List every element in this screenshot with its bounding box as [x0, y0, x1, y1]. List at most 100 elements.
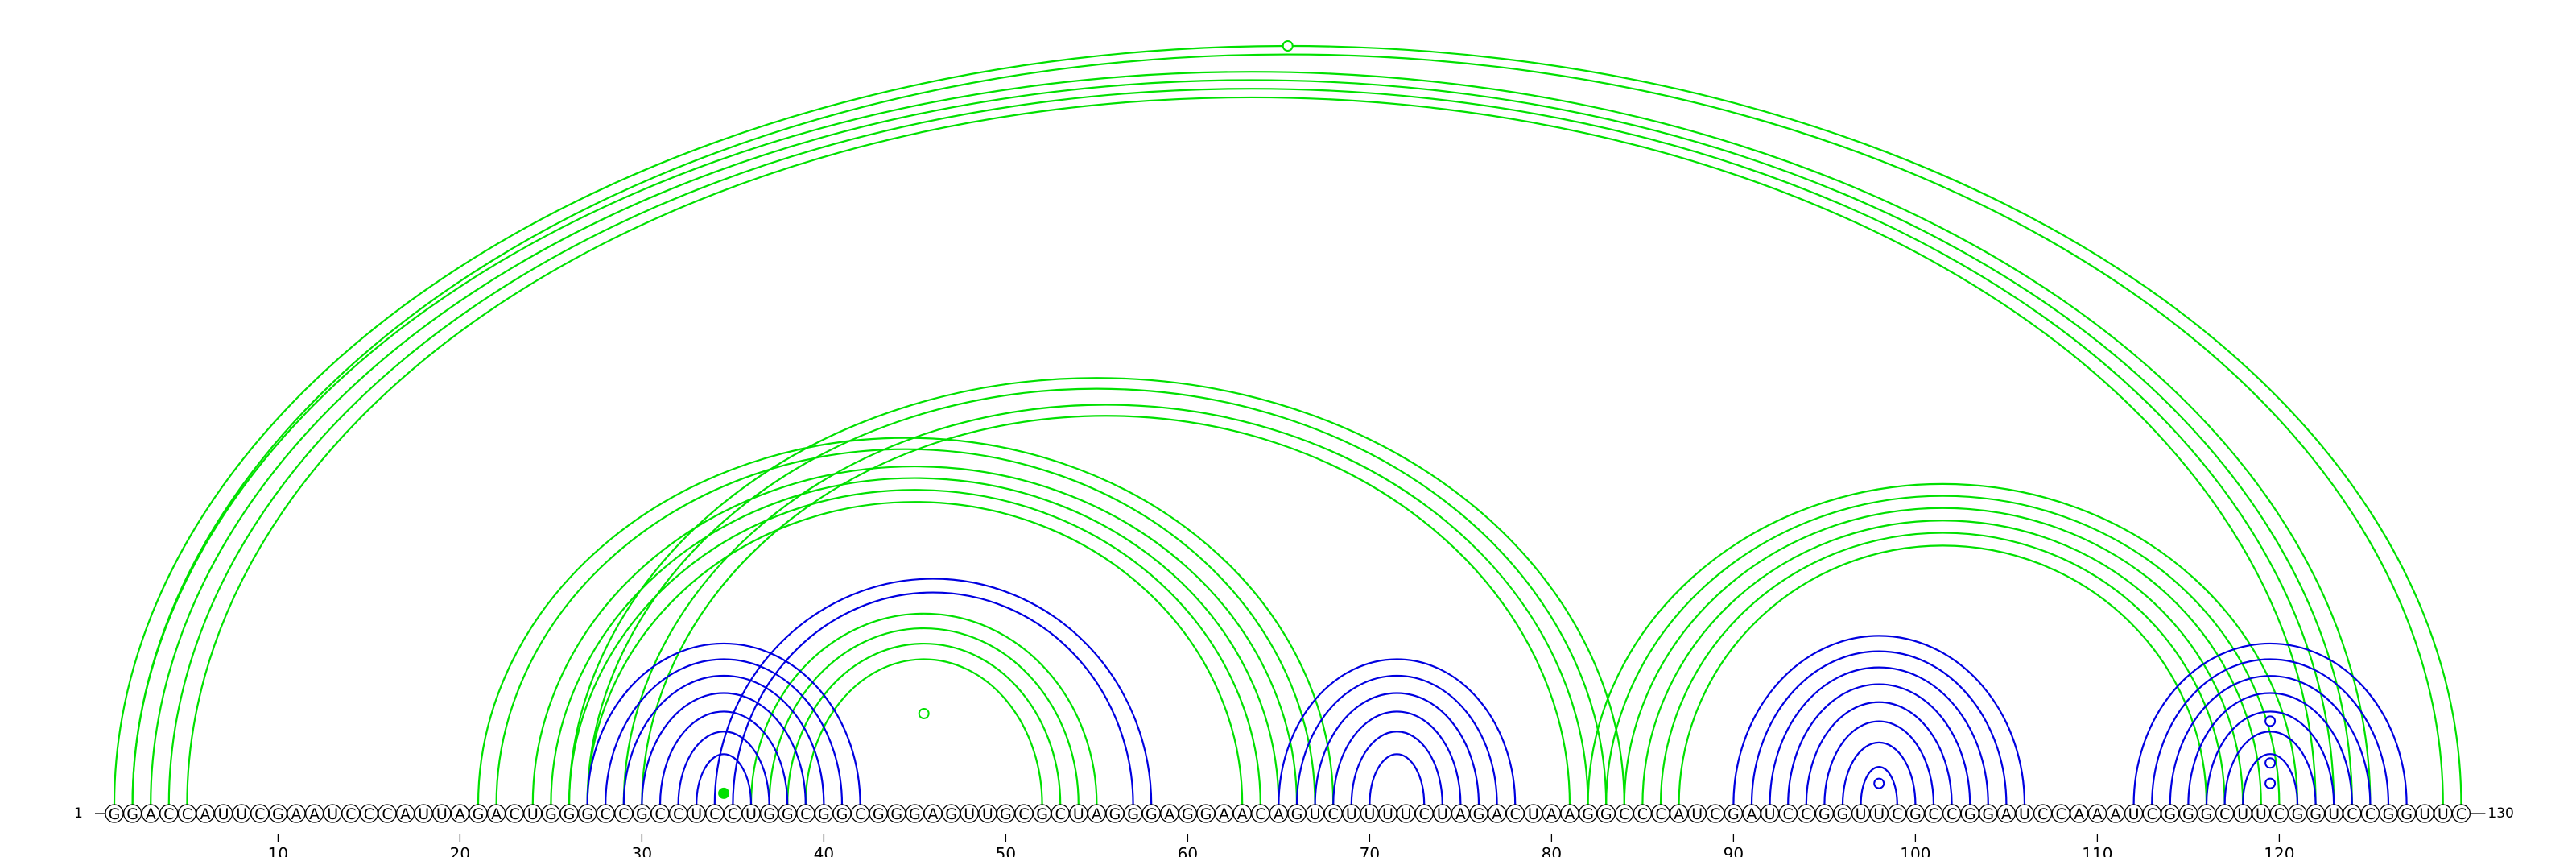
- nucleotide: C: [2451, 804, 2471, 823]
- end-position-label: 130: [2487, 805, 2513, 822]
- nucleotide-letter: U: [527, 805, 539, 823]
- nucleotide-letter: A: [200, 805, 211, 823]
- nucleotide-letter: G: [636, 805, 648, 823]
- nucleotide-letter: U: [2419, 805, 2430, 823]
- nucleotide: C: [341, 804, 361, 823]
- green-arc-29-82: [622, 404, 1589, 805]
- nucleotide-letter: G: [2292, 805, 2304, 823]
- nucleotide: A: [1087, 804, 1107, 823]
- sequence-backbone: 1 130: [74, 805, 2514, 822]
- nucleotide-letter: G: [2164, 805, 2176, 823]
- nucleotide: C: [705, 804, 724, 823]
- nucleotide-letter: G: [818, 805, 830, 823]
- nucleotide: G: [2288, 804, 2307, 823]
- nucleotide: C: [796, 804, 815, 823]
- nucleotide: C: [1323, 804, 1343, 823]
- nucleotide: G: [1469, 804, 1488, 823]
- blue-arc-116-123: [2205, 710, 2335, 805]
- nucleotide-letter: G: [2383, 805, 2395, 823]
- tick-label: 60: [1178, 844, 1198, 857]
- nucleotide-letter: C: [1419, 805, 1430, 823]
- nucleotide-letter: U: [327, 805, 338, 823]
- nucleotide-letter: C: [673, 805, 683, 823]
- nucleotide-letter: A: [2074, 805, 2084, 823]
- green-arc-27-83: [586, 387, 1608, 805]
- nucleotide: A: [2087, 804, 2107, 823]
- nucleotide: C: [1797, 804, 1816, 823]
- nucleotide: G: [2379, 804, 2398, 823]
- blue-arc-96-100: [1841, 741, 1917, 805]
- blue-arc-marker: [2264, 715, 2277, 727]
- blue-arc-29-40: [622, 674, 825, 805]
- nucleotide-letter: G: [873, 805, 885, 823]
- blue-arc-33-36: [696, 753, 753, 805]
- nucleotide: A: [141, 804, 160, 823]
- nucleotide: C: [1505, 804, 1525, 823]
- nucleotide-letter: U: [2438, 805, 2449, 823]
- nucleotide-letter: A: [309, 805, 320, 823]
- nucleotide: C: [668, 804, 688, 823]
- nucleotide: C: [2142, 804, 2161, 823]
- green-arc-27-63: [586, 501, 1244, 805]
- green-arc-85-118: [1641, 519, 2244, 805]
- green-arc-2-129: [131, 53, 2444, 805]
- nucleotide-letter: A: [1219, 805, 1229, 823]
- nucleotide-letter: A: [1237, 805, 1248, 823]
- nucleotide-letter: C: [345, 805, 356, 823]
- blue-arc-34-58: [713, 578, 1153, 805]
- nucleotide: U: [1360, 804, 1380, 823]
- nucleotide-letter: A: [1674, 805, 1684, 823]
- tick-label: 80: [1542, 844, 1562, 857]
- green-arc-3-124: [150, 79, 2353, 805]
- nucleotide: A: [923, 804, 943, 823]
- nucleotide-letter: U: [1691, 805, 1703, 823]
- nucleotide: C: [2033, 804, 2053, 823]
- blue-arc-97-99: [1860, 766, 1898, 805]
- nucleotide: G: [469, 804, 488, 823]
- nucleotide-letter: U: [2237, 805, 2248, 823]
- nucleotide-letter: G: [1818, 805, 1831, 823]
- nucleotide-letter: A: [455, 805, 465, 823]
- nucleotide: G: [1123, 804, 1143, 823]
- nucleotide-letter: G: [909, 805, 921, 823]
- nucleotide: U: [1069, 804, 1088, 823]
- nucleotide: G: [1287, 804, 1307, 823]
- nucleotide: G: [2306, 804, 2326, 823]
- nucleotide-letter: G: [2310, 805, 2322, 823]
- nucleotide-letter: U: [218, 805, 229, 823]
- nucleotide: U: [432, 804, 452, 823]
- nucleotide: G: [1905, 804, 1926, 823]
- nucleotide-letter: C: [709, 805, 720, 823]
- nucleotide: U: [2415, 804, 2434, 823]
- nucleotide-letter: G: [1600, 805, 1612, 823]
- nucleotide-letter: C: [182, 805, 192, 823]
- nucleotide: C: [1651, 804, 1670, 823]
- nucleotide-letter: G: [1146, 805, 1158, 823]
- tick-label: 110: [2082, 844, 2112, 857]
- blue-arc-66-77: [1295, 674, 1498, 805]
- blue-arc-31-38: [658, 710, 789, 805]
- green-arc-37-54: [768, 627, 1080, 805]
- tick-label: 30: [632, 844, 652, 857]
- nucleotide: G: [105, 804, 124, 823]
- green-arc-marker: [918, 707, 930, 719]
- blue-arc-28-41: [605, 658, 844, 805]
- nucleotide-letter: A: [1274, 805, 1284, 823]
- nucleotide: C: [177, 804, 197, 823]
- nucleotide: C: [1414, 804, 1434, 823]
- nucleotide: A: [196, 804, 215, 823]
- nucleotide-letter: U: [982, 805, 993, 823]
- nucleotide-letter: C: [254, 805, 265, 823]
- nucleotide-letter: U: [2328, 805, 2339, 823]
- tick-label: 50: [996, 844, 1016, 857]
- nucleotide-letter: C: [1946, 805, 1957, 823]
- nucleotide: A: [1742, 804, 1761, 823]
- nucleotide: U: [2434, 804, 2453, 823]
- nucleotide: A: [395, 804, 415, 823]
- nucleotide: A: [450, 804, 470, 823]
- nucleotide: C: [1051, 804, 1070, 823]
- nucleotide: U: [960, 804, 979, 823]
- nucleotide: C: [2360, 804, 2380, 823]
- nucleotide: C: [1706, 804, 1725, 823]
- nucleotide: G: [122, 804, 142, 823]
